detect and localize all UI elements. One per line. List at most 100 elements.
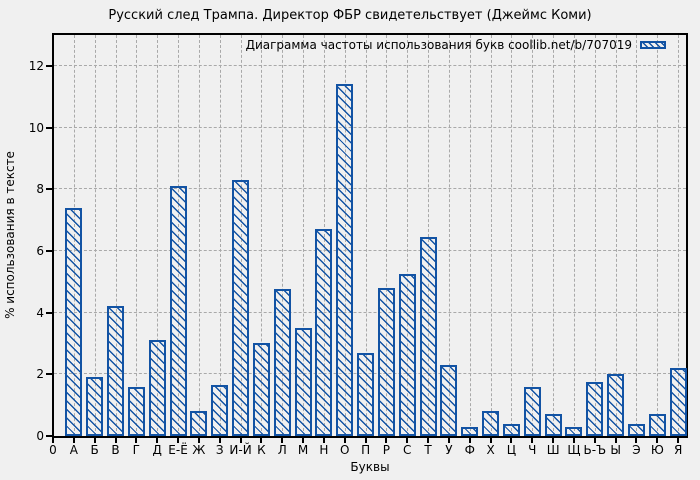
bar-Ж: [190, 411, 208, 436]
y-tick-label: 4: [36, 305, 44, 320]
x-tick-mark: [156, 438, 159, 443]
vertical-gridline: [303, 35, 305, 436]
bar-З: [211, 385, 229, 436]
bar-Я: [669, 368, 687, 436]
x-tick-mark: [385, 438, 388, 443]
x-tick-mark: [531, 438, 534, 443]
x-tick-mark: [468, 438, 471, 443]
x-tick-label: Д: [152, 443, 162, 457]
bar-Н: [315, 229, 333, 436]
x-tick-mark: [427, 438, 430, 443]
vertical-gridline: [448, 35, 450, 436]
horizontal-gridline: [54, 126, 686, 128]
bar-Е-Ё: [169, 186, 187, 436]
x-tick-label: Н: [319, 443, 329, 457]
y-tick-label: 0: [36, 429, 44, 443]
x-tick-mark: [177, 438, 180, 443]
vertical-gridline: [198, 35, 200, 436]
bar-М: [294, 328, 312, 436]
x-tick-label: З: [215, 443, 224, 457]
x-tick-label: Щ: [567, 443, 581, 457]
x-tick-mark: [72, 438, 75, 443]
x-tick-label: М: [297, 443, 309, 457]
bar-Ч: [523, 386, 541, 436]
x-tick-mark: [197, 438, 200, 443]
y-tick-mark: [46, 435, 52, 437]
x-tick-label: О: [340, 443, 350, 457]
vertical-gridline: [594, 35, 596, 436]
bar-Ю: [648, 414, 666, 436]
y-tick-label: 2: [36, 367, 44, 382]
bar-У: [440, 365, 458, 436]
bar-А: [65, 207, 83, 436]
x-tick-label: Ы: [610, 443, 621, 457]
bar-Э: [627, 423, 645, 436]
x-tick-mark: [93, 438, 96, 443]
x-tick-label: Ц: [506, 443, 517, 457]
x-tick-label: Б: [90, 443, 99, 457]
x-tick-mark: [552, 438, 555, 443]
x-tick-mark: [593, 438, 596, 443]
x-tick-mark: [302, 438, 305, 443]
vertical-gridline: [553, 35, 555, 436]
vertical-gridline: [428, 35, 430, 436]
vertical-gridline: [365, 35, 367, 436]
bar-Д: [148, 340, 166, 436]
bar-Ы: [607, 374, 625, 436]
x-tick-mark: [52, 438, 54, 443]
x-tick-mark: [489, 438, 492, 443]
x-tick-mark: [447, 438, 450, 443]
vertical-gridline: [136, 35, 138, 436]
x-tick-label: У: [445, 443, 453, 457]
vertical-gridline: [386, 35, 388, 436]
x-tick-mark: [677, 438, 680, 443]
x-tick-label: Ч: [528, 443, 537, 457]
vertical-gridline: [219, 35, 221, 436]
x-tick-label: Е-Ё: [168, 443, 188, 457]
bar-Ш: [544, 414, 562, 436]
vertical-gridline: [115, 35, 117, 436]
x-tick-label: Х: [486, 443, 495, 457]
x-tick-label: Л: [277, 443, 287, 457]
horizontal-gridline: [54, 64, 686, 66]
x-tick-label: Т: [424, 443, 432, 457]
x-tick-label: Я: [673, 443, 683, 457]
x-tick-mark: [510, 438, 513, 443]
plot-area: [52, 33, 688, 438]
vertical-gridline: [407, 35, 409, 436]
bar-Г: [127, 386, 145, 436]
bar-Т: [419, 237, 437, 436]
bar-Х: [482, 411, 500, 436]
x-tick-mark: [281, 438, 284, 443]
x-tick-label: Ж: [192, 443, 206, 457]
bar-Р: [377, 287, 395, 436]
x-axis-title: Буквы: [350, 460, 390, 474]
legend-hatch-swatch-icon: [640, 41, 666, 49]
bar-И-Й: [232, 179, 250, 436]
x-tick-mark: [322, 438, 325, 443]
x-tick-label: Ф: [464, 443, 475, 457]
y-tick-label: 8: [36, 182, 44, 197]
x-tick-mark: [114, 438, 117, 443]
y-axis-title: % использования в тексте: [3, 151, 17, 319]
vertical-gridline: [94, 35, 96, 436]
x-tick-label: К: [257, 443, 266, 457]
y-tick-label: 6: [36, 243, 44, 258]
bar-Ц: [502, 423, 520, 436]
legend: Диаграмма частоты использования букв coo…: [246, 38, 666, 52]
y-tick-mark: [46, 249, 52, 252]
bar-С: [398, 274, 416, 436]
vertical-gridline: [282, 35, 284, 436]
x-tick-label: Г: [132, 443, 140, 457]
x-tick-label: Ю: [650, 443, 664, 457]
y-tick-label: 10: [28, 120, 44, 135]
x-tick-mark: [364, 438, 367, 443]
horizontal-gridline: [54, 311, 686, 313]
x-tick-label: Ь-Ъ: [583, 443, 607, 457]
y-tick-mark: [46, 188, 52, 191]
x-tick-mark: [218, 438, 221, 443]
bar-Б: [86, 377, 104, 436]
x-tick-label: Р: [382, 443, 391, 457]
vertical-gridline: [490, 35, 492, 436]
x-tick-mark: [343, 438, 346, 443]
